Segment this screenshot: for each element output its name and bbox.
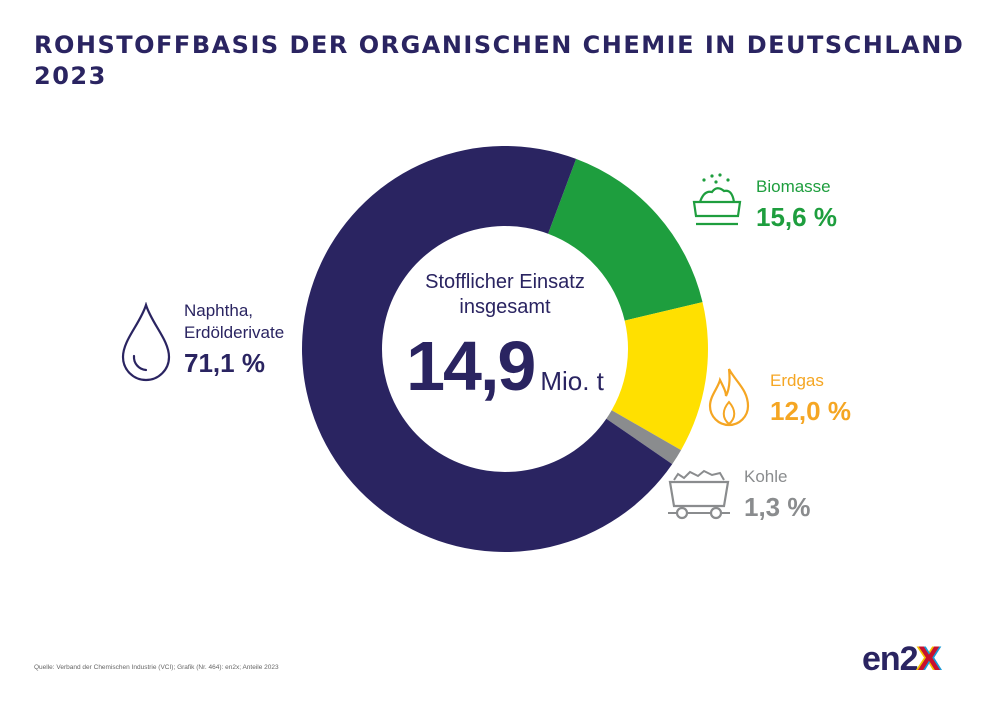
- legend-erdgas-value: 12,0 %: [770, 396, 851, 426]
- biomass-icon: [692, 173, 742, 226]
- logo-main: en2: [862, 640, 919, 678]
- drop-icon: [121, 302, 171, 382]
- legend-biomasse-label: Biomasse: [756, 177, 831, 196]
- center-label: Stofflicher Einsatz insgesamt: [425, 271, 585, 318]
- legend-naphtha-value: 71,1 %: [184, 348, 265, 378]
- en2x-logo: en2X: [862, 640, 941, 679]
- source-note: Quelle: Verband der Chemischen Industrie…: [34, 664, 279, 671]
- legend-kohle-value: 1,3 %: [744, 492, 811, 522]
- coal-cart-icon: [668, 469, 730, 520]
- legend-kohle-label: Kohle: [744, 467, 788, 486]
- donut-slice-kohle: [606, 410, 682, 465]
- center-total: Stofflicher Einsatz insgesamt 14,9 Mio. t: [385, 270, 625, 406]
- flame-icon: [708, 368, 750, 427]
- legend-naphtha-label-1: Naphtha,: [184, 301, 253, 320]
- legend-biomasse-value: 15,6 %: [756, 202, 837, 232]
- donut-slice-biomasse: [548, 158, 703, 321]
- center-unit: Mio. t: [540, 366, 604, 396]
- legend-erdgas-label: Erdgas: [770, 371, 824, 390]
- logo-x: X: [917, 640, 941, 678]
- donut-slice-naphtha: [301, 146, 673, 552]
- center-figure: 14,9 Mio. t: [385, 326, 625, 406]
- legend-naphtha-label-2: Erdölderivate: [184, 323, 285, 342]
- chart-title: ROHSTOFFBASIS DER ORGANISCHEN CHEMIE IN …: [34, 31, 965, 90]
- legend-kohle: Kohle 1,3 %: [744, 466, 811, 523]
- legend-erdgas: Erdgas 12,0 %: [770, 370, 851, 427]
- donut-slice-erdgas: [611, 302, 708, 451]
- legend-naphtha: Naphtha, Erdölderivate 71,1 %: [184, 300, 284, 379]
- center-value: 14,9: [406, 327, 536, 405]
- legend-biomasse: Biomasse 15,6 %: [756, 176, 837, 233]
